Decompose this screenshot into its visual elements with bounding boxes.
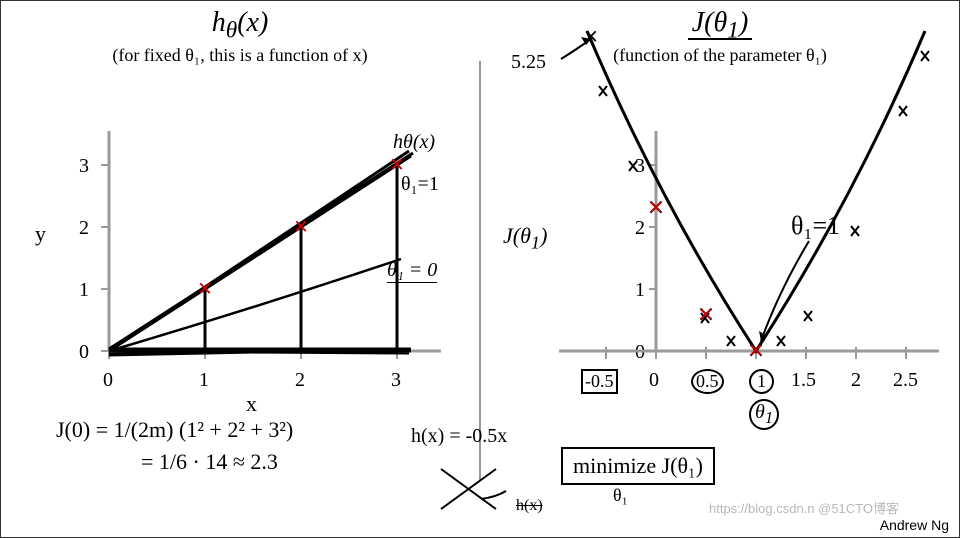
- hand-hx2: h(x): [516, 497, 543, 515]
- hand-minimize-text: minimize J(θ₁): [573, 453, 703, 478]
- hand-theta1-below: θ₁: [613, 485, 628, 506]
- right-hand-525: 5.25: [511, 51, 546, 74]
- right-mark-0r: ×: [649, 193, 664, 223]
- right-mark-05r: ×: [699, 300, 714, 330]
- right-hand-theta1-1: θ₁=1: [791, 211, 840, 241]
- left-hand-theta1-0: θ₁ = 0: [387, 259, 437, 283]
- left-hand-htheta: hθ(x): [393, 131, 435, 154]
- hand-hx: h(x) = -0.5x: [411, 425, 507, 448]
- left-point-2: ×: [294, 212, 309, 242]
- left-chart: [1, 1, 479, 421]
- left-point-1: ×: [198, 274, 213, 304]
- watermark: https://blog.csdn.n @51CTO博客: [709, 498, 899, 517]
- bottom-sketch: [431, 459, 511, 519]
- left-hand-theta1-1: θ₁=1: [401, 173, 439, 196]
- footer-credit: Andrew Ng: [880, 517, 949, 533]
- hand-minimize-box: minimize J(θ₁): [561, 447, 715, 485]
- right-mark-n05: ×: [584, 22, 599, 52]
- hand-j0-line2: = 1/6 · 14 ≈ 2.3: [141, 449, 278, 475]
- hand-j0-line1: J(0) = 1/(2m) (1² + 2² + 3²): [56, 417, 293, 443]
- right-chart: [479, 1, 960, 421]
- right-mark-1r: ×: [749, 336, 764, 366]
